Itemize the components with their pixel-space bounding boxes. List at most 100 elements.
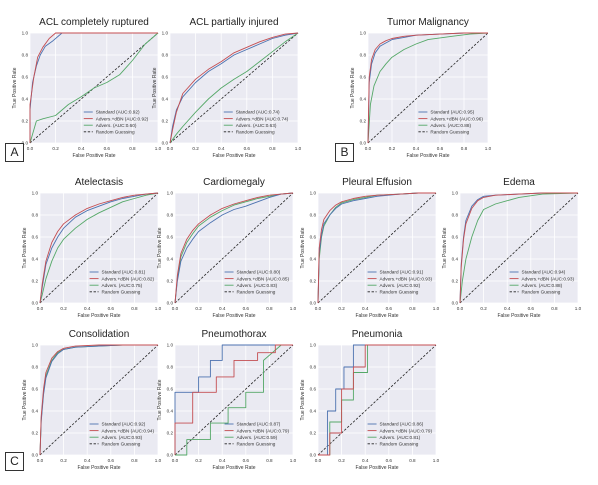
series-line-adv	[459, 192, 579, 304]
y-tick-label: 0.2	[167, 279, 174, 284]
x-axis-label: False Positive Rate	[72, 153, 115, 159]
y-axis-label: True Positive Rate	[22, 227, 28, 268]
x-tick-label: 0.8	[269, 146, 276, 151]
x-tick-label: 0.0	[315, 306, 322, 311]
y-tick-label: 0.8	[167, 365, 174, 370]
y-axis-label: True Positive Rate	[350, 67, 356, 108]
y-tick-label: 0.6	[452, 235, 459, 240]
series-line-advbn	[29, 32, 158, 143]
y-tick-label: 1.0	[22, 31, 29, 36]
y-tick-label: 1.0	[310, 191, 317, 196]
legend: Standard (AUC:0.94)Advers.+dBN (AUC:0.93…	[509, 270, 574, 295]
y-tick-label: 0.0	[162, 141, 169, 146]
x-tick-label: 0.4	[219, 458, 226, 463]
x-tick-label: 0.2	[195, 306, 202, 311]
y-tick-label: 0.2	[162, 119, 169, 124]
legend: Standard (AUC:0.92)Advers.+dBN (AUC:0.92…	[83, 110, 149, 135]
legend-entry: Standard (AUC:0.91)	[380, 270, 424, 275]
legend-entry: Advers.+dBN (AUC:0.79)	[237, 428, 290, 433]
y-tick-label: 0.0	[22, 141, 29, 146]
y-axis-label: True Positive Rate	[12, 67, 18, 108]
roc-panel: 0.00.0 0.2 0.2 0.4 0.4 0.6 0.6 0.8 0.8 1.0 1.0 Fals…	[300, 177, 440, 319]
x-tick-label: 0.8	[131, 306, 138, 311]
y-tick-label: 1.0	[360, 31, 367, 36]
legend-entry: Advers. (AUC:0.81)	[380, 435, 421, 440]
legend-entry: Standard (AUC:0.80)	[237, 270, 281, 275]
y-tick-label: 0.0	[360, 141, 367, 146]
series-line-standard	[169, 32, 299, 144]
x-tick-label: 0.2	[60, 306, 67, 311]
y-tick-label: 0.0	[32, 301, 39, 306]
legend-entry: Random Guessing	[236, 130, 275, 135]
legend-entry: Advers.+dBN (AUC:0.74)	[236, 116, 289, 121]
y-tick-label: 0.0	[167, 301, 174, 306]
y-tick-label: 0.2	[360, 119, 367, 124]
legend-entry: Advers. (AUC:0.60)	[96, 123, 137, 128]
series-line-advbn	[318, 344, 436, 456]
y-axis-label: True Positive Rate	[300, 227, 306, 268]
y-tick-label: 1.0	[32, 343, 39, 348]
roc-panel: 0.00.0 0.2 0.2 0.4 0.4 0.6 0.6 0.8 0.8 1.0 1.0 Fals…	[350, 17, 492, 159]
x-tick-label: 0.0	[457, 306, 464, 311]
legend-entry: Advers. (AUC:0.88)	[430, 123, 471, 128]
x-axis-label: False Positive Rate	[406, 153, 449, 159]
legend-entry: Standard (AUC:0.81)	[102, 270, 146, 275]
x-tick-label: 0.0	[172, 458, 179, 463]
legend-entry: Advers. (AUC:0.59)	[237, 435, 278, 440]
x-tick-label: 0.8	[129, 146, 136, 151]
chart-title: Pneumothorax	[201, 329, 266, 340]
y-tick-label: 0.6	[32, 235, 39, 240]
y-tick-label: 1.0	[32, 191, 39, 196]
panel-label-a: A	[5, 143, 24, 162]
y-tick-label: 0.2	[167, 431, 174, 436]
legend-entry: Random Guessing	[102, 442, 141, 447]
series-line-adv	[169, 32, 299, 144]
y-tick-label: 0.0	[32, 453, 39, 458]
legend: Standard (AUC:0.95)Advers.+dBN (AUC:0.96…	[418, 110, 483, 135]
roc-panel: 0.00.0 0.2 0.2 0.4 0.4 0.6 0.6 0.8 0.8 1.0 1.0 Fals…	[300, 329, 440, 471]
legend-entry: Advers. (AUC:0.92)	[380, 283, 421, 288]
x-tick-label: 1.0	[575, 306, 582, 311]
chart-title: Tumor Malignancy	[387, 17, 469, 28]
series-line-random	[174, 192, 294, 304]
series-line-standard	[174, 192, 294, 304]
y-tick-label: 0.4	[22, 97, 29, 102]
x-tick-label: 0.2	[389, 146, 396, 151]
x-tick-label: 0.4	[218, 146, 225, 151]
panel-letter-b: B	[340, 145, 349, 159]
x-tick-label: 1.0	[290, 458, 297, 463]
x-tick-label: 0.6	[528, 306, 535, 311]
x-axis-label: False Positive Rate	[355, 313, 398, 319]
x-tick-label: 0.2	[60, 458, 67, 463]
series-line-random	[317, 192, 437, 304]
x-tick-label: 1.0	[290, 306, 297, 311]
legend-entry: Random Guessing	[380, 290, 419, 295]
y-tick-label: 0.4	[360, 97, 367, 102]
chart-title: Edema	[503, 177, 535, 188]
y-tick-label: 0.6	[360, 75, 367, 80]
series-line-standard	[39, 192, 159, 304]
roc-panel: 0.00.0 0.2 0.2 0.4 0.4 0.6 0.6 0.8 0.8 1.0 1.0 Fals…	[442, 177, 582, 319]
legend: Standard (AUC:0.87)Advers.+dBN (AUC:0.79…	[224, 422, 290, 447]
x-tick-label: 0.8	[266, 458, 273, 463]
roc-panel: 0.00.0 0.2 0.2 0.4 0.4 0.6 0.6 0.8 0.8 1.0 1.0 Fals…	[152, 17, 302, 159]
x-tick-label: 0.8	[266, 306, 273, 311]
legend-entry: Advers. (AUC:0.75)	[102, 283, 143, 288]
x-tick-label: 0.4	[219, 306, 226, 311]
legend: Standard (AUC:0.81)Advers.+dBN (AUC:0.82…	[89, 270, 154, 295]
legend-entry: Random Guessing	[96, 130, 135, 135]
chart-title: Atelectasis	[75, 177, 123, 188]
y-axis-label: True Positive Rate	[300, 379, 306, 420]
series-line-random	[169, 32, 299, 144]
x-tick-label: 0.8	[409, 458, 416, 463]
legend-entry: Random Guessing	[522, 290, 561, 295]
legend: Standard (AUC:0.86)Advers.+dBN (AUC:0.79…	[367, 422, 432, 447]
legend: Standard (AUC:0.91)Advers.+dBN (AUC:0.93…	[367, 270, 432, 295]
x-axis-label: False Positive Rate	[355, 465, 398, 471]
series-line-advbn	[174, 344, 293, 455]
legend: Standard (AUC:0.74)Advers.+dBN (AUC:0.74…	[223, 110, 289, 135]
roc-panel: 0.00.0 0.2 0.2 0.4 0.4 0.6 0.6 0.8 0.8 1.0 1.0 Fals…	[157, 177, 297, 319]
x-tick-label: 0.0	[172, 306, 179, 311]
x-tick-label: 0.2	[480, 306, 487, 311]
